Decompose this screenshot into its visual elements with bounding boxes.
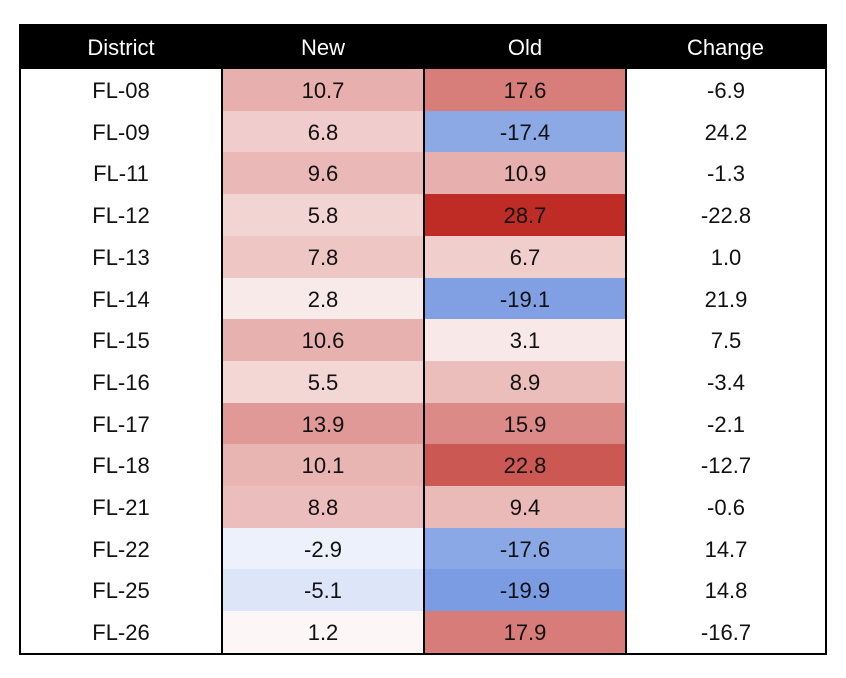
table-row: FL-15 10.6 3.1 7.5 xyxy=(21,319,825,362)
table-row: FL-11 9.6 10.9 -1.3 xyxy=(21,152,825,195)
cell-old: 6.7 xyxy=(425,235,625,278)
cell-district: FL-11 xyxy=(93,161,149,187)
cell-district: FL-08 xyxy=(92,78,150,103)
header-old: Old xyxy=(507,35,543,60)
cell-district: FL-09 xyxy=(92,119,150,145)
cell-change: -22.8 xyxy=(700,203,752,229)
cell-old: 8.9 xyxy=(425,360,625,403)
cell-new: 8.8 xyxy=(223,486,423,528)
column-divider xyxy=(221,69,223,653)
cell-district: FL-12 xyxy=(92,203,150,229)
cell-new: 10.7 xyxy=(223,69,423,111)
cell-district: FL-15 xyxy=(92,328,150,354)
cell-change: -3.4 xyxy=(707,369,745,395)
cell-change: -16.7 xyxy=(700,620,752,646)
cell-new: 1.2 xyxy=(223,611,423,654)
cell-district: FL-14 xyxy=(92,286,150,312)
cell-new: 7.8 xyxy=(223,235,423,278)
cell-new: 13.9 xyxy=(223,402,423,445)
cell-change: -1.3 xyxy=(707,161,745,187)
cell-change: 21.9 xyxy=(704,286,748,312)
cell-old: 9.4 xyxy=(425,486,625,528)
cell-old: -19.1 xyxy=(425,277,625,320)
cell-new: 5.5 xyxy=(223,360,423,403)
cell-old: 15.9 xyxy=(425,402,625,445)
table-row: FL-08 10.7 17.6 -6.9 xyxy=(21,69,825,111)
cell-old: 17.6 xyxy=(425,69,625,111)
cell-district: FL-13 xyxy=(92,244,150,270)
cell-new: 10.6 xyxy=(223,319,423,362)
cell-change: 24.2 xyxy=(704,119,748,145)
cell-new: -5.1 xyxy=(223,569,423,612)
header-district: District xyxy=(87,35,155,60)
cell-new: 5.8 xyxy=(223,194,423,237)
table-row: FL-21 8.8 9.4 -0.6 xyxy=(21,486,825,528)
cell-old: -17.6 xyxy=(425,527,625,570)
results-table: District New Old Change FL-08 10.7 17.6 -6.… xyxy=(19,24,827,655)
cell-old: 22.8 xyxy=(425,444,625,487)
cell-change: -12.7 xyxy=(700,453,752,479)
table-row: FL-26 1.2 17.9 -16.7 xyxy=(21,611,825,654)
column-divider xyxy=(423,69,425,653)
cell-old: 3.1 xyxy=(425,319,625,362)
table-row: FL-14 2.8 -19.1 21.9 xyxy=(21,277,825,320)
cell-new: 9.6 xyxy=(223,152,423,195)
cell-district: FL-16 xyxy=(92,369,150,395)
cell-change: -2.1 xyxy=(707,411,745,437)
table-row: FL-22 -2.9 -17.6 14.7 xyxy=(21,527,825,570)
table-row: FL-18 10.1 22.8 -12.7 xyxy=(21,444,825,487)
cell-old: -19.9 xyxy=(425,569,625,612)
cell-old: -17.4 xyxy=(425,110,625,153)
cell-new: -2.9 xyxy=(223,527,423,570)
table-row: FL-17 13.9 15.9 -2.1 xyxy=(21,402,825,445)
cell-district: FL-18 xyxy=(92,453,150,479)
column-divider xyxy=(625,69,627,653)
cell-district: FL-26 xyxy=(92,620,150,646)
table-header: District New Old Change xyxy=(21,26,825,69)
cell-change: 1.0 xyxy=(710,244,742,270)
cell-old: 28.7 xyxy=(425,194,625,237)
cell-change: 7.5 xyxy=(710,328,742,354)
cell-change: -0.6 xyxy=(707,495,745,520)
cell-new: 6.8 xyxy=(223,110,423,153)
table-row: FL-16 5.5 8.9 -3.4 xyxy=(21,360,825,403)
cell-change: 14.8 xyxy=(704,578,748,604)
cell-old: 10.9 xyxy=(425,152,625,195)
cell-new: 2.8 xyxy=(223,277,423,320)
table-row: FL-13 7.8 6.7 1.0 xyxy=(21,235,825,278)
header-change: Change xyxy=(686,35,765,60)
cell-new: 10.1 xyxy=(223,444,423,487)
cell-change: -6.9 xyxy=(707,78,745,103)
table-row: FL-25 -5.1 -19.9 14.8 xyxy=(21,569,825,612)
header-new: New xyxy=(300,35,345,60)
cell-district: FL-17 xyxy=(92,411,150,437)
cell-old: 17.9 xyxy=(425,611,625,654)
cell-change: 14.7 xyxy=(704,536,748,562)
cell-district: FL-21 xyxy=(92,495,150,520)
cell-district: FL-25 xyxy=(92,578,150,604)
table-row: FL-09 6.8 -17.4 24.2 xyxy=(21,110,825,153)
cell-district: FL-22 xyxy=(92,536,150,562)
table-row: FL-12 5.8 28.7 -22.8 xyxy=(21,194,825,237)
